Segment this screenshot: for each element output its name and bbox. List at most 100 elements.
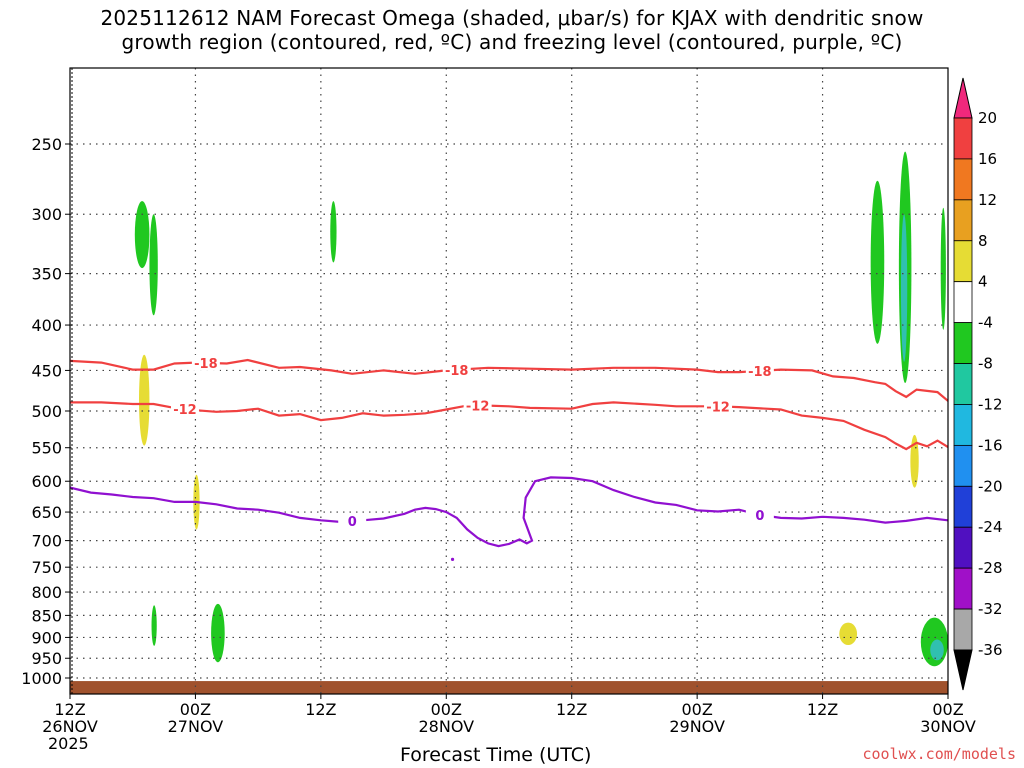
colorbar: 20 16 12 8 4 -4 -8 -12 -16 -20 -24 -28 -32 -36 (953, 77, 1003, 691)
plot-frame (69, 67, 949, 695)
colorbar-label: -32 (978, 600, 1003, 618)
contour-label-dendritic-bottom: -12 (706, 400, 730, 415)
y-tick-label: 350 (31, 265, 62, 284)
colorbar-label: -24 (978, 518, 1003, 536)
contour-label-bg-freezing-level (338, 513, 367, 530)
isolated-point (450, 557, 455, 562)
y-tick-label: 750 (31, 558, 62, 577)
contour-label-bg-dendritic-top (191, 354, 220, 371)
omega-region-11 (910, 434, 919, 488)
colorbar-label: -36 (978, 641, 1003, 659)
terrain-band (70, 681, 948, 694)
colorbar-label: -28 (978, 559, 1003, 577)
y-tick-label: 500 (31, 402, 62, 421)
contour-freezing-level (70, 476, 948, 548)
omega-region-12 (839, 622, 858, 646)
x-tick-label: 12Z (54, 700, 85, 719)
omega-region-5 (151, 605, 157, 646)
colorbar-swatch (953, 281, 973, 324)
colorbar-bottom-arrow (953, 649, 973, 691)
y-tick-label: 700 (31, 532, 62, 551)
x-tick-label: 30NOV (920, 717, 976, 736)
chart-title-line2: growth region (contoured, red, ºC) and f… (121, 30, 903, 54)
colorbar-swatch (953, 117, 973, 160)
colorbar-swatch (953, 158, 973, 201)
y-tick-label: 300 (31, 205, 62, 224)
chart-title: 2025112612 NAM Forecast Omega (shaded, μ… (0, 6, 1024, 54)
contour-dendritic-bottom (70, 401, 948, 451)
contour-label-bg-dendritic-top (745, 362, 774, 379)
colorbar-swatch (953, 363, 973, 405)
x-tick-label: 00Z (180, 700, 211, 719)
y-tick-label: 600 (31, 472, 62, 491)
omega-region-1 (149, 214, 158, 316)
colorbar-swatch (953, 240, 973, 283)
colorbar-label: 12 (978, 191, 997, 209)
credit-text[interactable]: coolwx.com/models (862, 745, 1016, 763)
colorbar-label: -16 (978, 436, 1003, 454)
colorbar-label: 20 (978, 109, 997, 127)
x-tick-label: 12Z (556, 700, 587, 719)
y-tick-label: 800 (31, 583, 62, 602)
omega-region-10 (940, 207, 946, 330)
y-tick-label: 250 (31, 135, 62, 154)
colorbar-label: -4 (978, 314, 993, 332)
contour-label-dendritic-bottom: -12 (466, 400, 490, 415)
y-tick-label: 950 (31, 649, 62, 668)
colorbar-swatch (953, 567, 973, 610)
y-axis: 250 300 350 400 450 500 550 600 650 700 750 800 850 9… (21, 135, 70, 688)
x-tick-label: 00Z (681, 700, 712, 719)
chart-title-line1: 2025112612 NAM Forecast Omega (shaded, μ… (100, 6, 924, 30)
omega-region-9 (900, 214, 908, 362)
y-tick-label: 650 (31, 503, 62, 522)
colorbar-swatch (953, 199, 973, 242)
contour-label-bg-dendritic-bottom (170, 401, 199, 418)
colorbar-label: -20 (978, 477, 1003, 495)
omega-region-14 (930, 639, 944, 661)
contour-label-dendritic-bottom: -12 (173, 403, 197, 418)
colorbar-label: -8 (978, 355, 993, 373)
omega-region-0 (134, 201, 150, 269)
omega-region-3 (330, 201, 337, 263)
y-tick-label: 400 (31, 316, 62, 335)
colorbar-label: -12 (978, 395, 1003, 413)
colorbar-label: 8 (978, 232, 988, 250)
contour-label-dendritic-top: -18 (194, 357, 218, 372)
omega-region-6 (211, 603, 225, 663)
x-tick-label: 00Z (431, 700, 462, 719)
contour-label-dendritic-top: -18 (748, 365, 772, 380)
contour-label-freezing-level: 0 (348, 515, 357, 530)
colorbar-swatch (953, 444, 973, 487)
colorbar-swatch (953, 485, 973, 528)
contour-label-bg-dendritic-top (442, 361, 471, 378)
y-tick-label: 550 (31, 439, 62, 458)
colorbar-swatch (953, 608, 973, 651)
contour-label-bg-dendritic-bottom (463, 397, 492, 414)
colorbar-label: 16 (978, 150, 997, 168)
x-tick-label: 12Z (807, 700, 838, 719)
colorbar-swatch (953, 322, 973, 364)
contour-label-freezing-level: 0 (755, 509, 764, 524)
colorbar-swatch (953, 404, 973, 446)
x-tick-label: 2025 (48, 734, 89, 753)
plot-area: -18 -18 -18 -12 -12 -12 0 0 (69, 67, 949, 695)
colorbar-label: 4 (978, 273, 988, 291)
omega-region-2 (138, 354, 150, 446)
y-tick-label: 450 (31, 361, 62, 380)
y-tick-label: 900 (31, 628, 62, 647)
x-tick-label: 28NOV (418, 717, 474, 736)
x-tick-label: 29NOV (669, 717, 725, 736)
contour-label-bg-freezing-level (745, 507, 774, 524)
x-tick-label: 12Z (305, 700, 336, 719)
x-tick-label: 27NOV (168, 717, 224, 736)
contour-label-bg-dendritic-bottom (704, 398, 733, 415)
y-tick-label: 1000 (21, 669, 62, 688)
omega-region-7 (870, 180, 885, 344)
contour-label-dendritic-top: -18 (445, 364, 469, 379)
x-tick-label: 26NOV (42, 717, 98, 736)
x-tick-label: 00Z (932, 700, 963, 719)
colorbar-swatch (953, 526, 973, 569)
y-tick-label: 850 (31, 606, 62, 625)
